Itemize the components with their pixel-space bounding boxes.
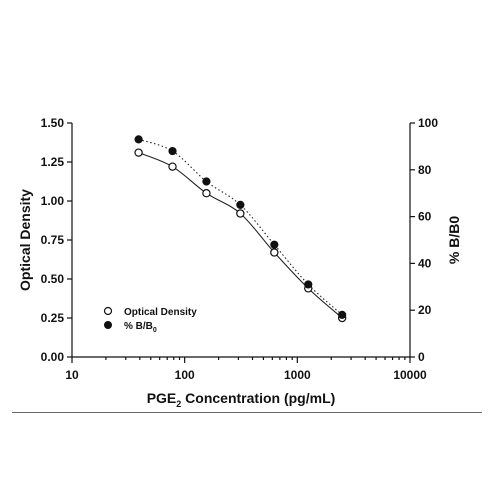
y-left-tick-label: 0.25 xyxy=(41,311,65,325)
data-point-percent-b-b0 xyxy=(168,146,177,156)
y-left-tick-label: 0.00 xyxy=(41,350,65,364)
y-axis-right-title: % B/B0 xyxy=(446,216,462,264)
x-tick-label: 10 xyxy=(65,368,79,382)
y-right-tick-label: 40 xyxy=(418,256,432,270)
x-axis-title: PGE2 Concentration (pg/mL) xyxy=(147,390,336,409)
x-axis-title-suffix: Concentration (pg/mL) xyxy=(181,390,335,406)
y-right-tick-label: 0 xyxy=(418,350,425,364)
legend-marker-optical-density xyxy=(103,306,113,316)
axes xyxy=(67,122,415,363)
legend-label-percent-b-b0: % B/B0 xyxy=(124,321,157,334)
data-point-percent-b-b0 xyxy=(304,280,313,289)
legend: Optical Density % B/B0 xyxy=(103,306,197,334)
data-point-percent-b-b0 xyxy=(338,310,347,319)
y-left-tick-label: 1.00 xyxy=(41,194,65,208)
data-point-optical-density xyxy=(168,162,177,171)
x-axis-title-prefix: PGE xyxy=(147,390,177,406)
y-right-tick-label: 20 xyxy=(418,303,432,317)
data-point-optical-density xyxy=(134,148,143,157)
data-point-optical-density xyxy=(236,209,245,218)
legend-marker-percent-b-b0 xyxy=(104,321,112,329)
x-tick-label: 1000 xyxy=(284,368,311,382)
data-point-optical-density xyxy=(270,248,279,257)
data-point-percent-b-b0 xyxy=(134,135,143,144)
legend-label-optical-density: Optical Density xyxy=(124,307,197,318)
data-point-optical-density xyxy=(202,188,211,198)
fit-curve-optical-density xyxy=(138,152,343,319)
data-point-percent-b-b0 xyxy=(270,240,279,249)
tick-labels: 10 100 1000 100000.000.250.500.751.001.251.… xyxy=(41,116,439,382)
data-points xyxy=(134,135,347,323)
data-point-percent-b-b0 xyxy=(202,177,211,186)
y-left-tick-label: 0.75 xyxy=(41,233,65,247)
x-axis-title-subscript: 2 xyxy=(176,399,181,409)
x-tick-label: 100 xyxy=(175,368,195,382)
y-right-tick-label: 80 xyxy=(418,163,432,177)
x-tick-label: 10000 xyxy=(393,368,427,382)
y-right-tick-label: 100 xyxy=(418,116,438,130)
y-left-tick-label: 0.50 xyxy=(41,272,65,286)
y-left-tick-label: 1.25 xyxy=(41,155,65,169)
y-right-tick-label: 60 xyxy=(418,210,432,224)
bottom-divider xyxy=(12,412,482,413)
y-left-tick-label: 1.50 xyxy=(41,116,65,130)
y-axis-left-title: Optical Density xyxy=(17,189,33,291)
data-point-percent-b-b0 xyxy=(236,200,245,209)
